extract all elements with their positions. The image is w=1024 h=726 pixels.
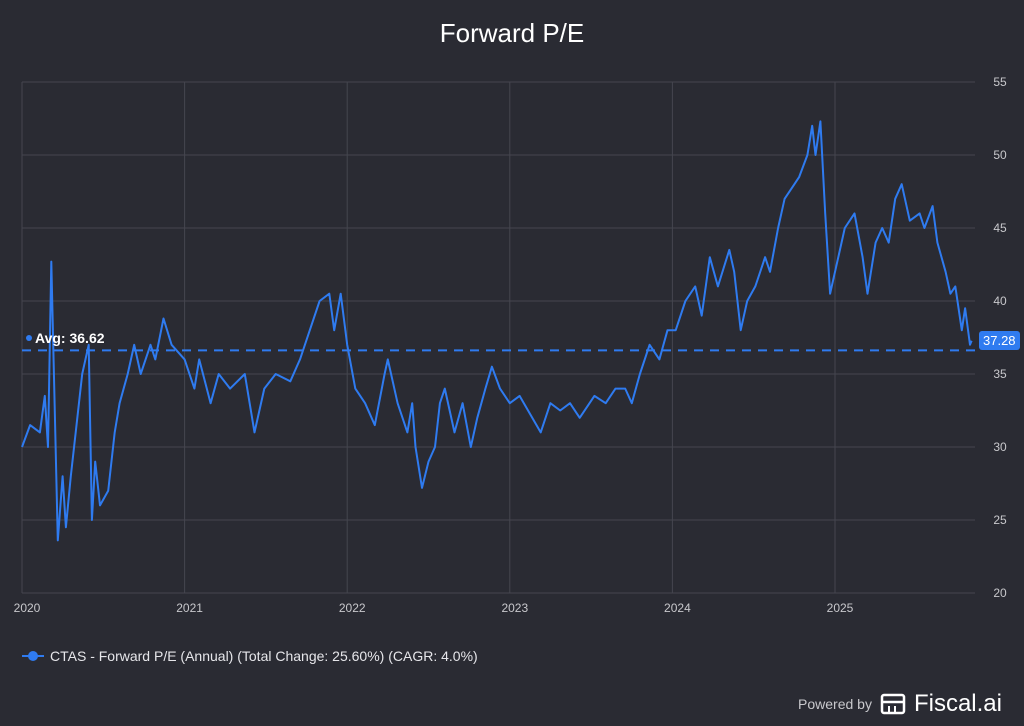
- y-tick-label: 55: [993, 75, 1007, 89]
- y-tick-label: 45: [993, 221, 1007, 235]
- legend-item[interactable]: CTAS - Forward P/E (Annual) (Total Chang…: [22, 648, 478, 664]
- legend-marker-icon: [22, 651, 44, 661]
- y-tick-label: 30: [993, 440, 1007, 454]
- y-tick-label: 50: [993, 148, 1007, 162]
- chart-title: Forward P/E: [439, 18, 585, 48]
- average-label: Avg: 36.62: [26, 330, 105, 346]
- footer: Powered by Fiscal.ai: [798, 690, 1002, 718]
- series-line-ctas: [21, 120, 973, 542]
- powered-by-text: Powered by: [798, 696, 872, 712]
- x-tick-label: 2023: [501, 601, 528, 615]
- average-text: Avg: 36.62: [35, 330, 105, 347]
- x-tick-label: 2025: [827, 601, 854, 615]
- legend-label: CTAS - Forward P/E (Annual) (Total Chang…: [50, 648, 478, 664]
- average-dot-icon: [26, 335, 32, 342]
- y-tick-label: 20: [993, 586, 1007, 600]
- x-tick-label: 2024: [664, 601, 691, 615]
- brand-name: Fiscal.ai: [913, 690, 1002, 717]
- x-tick-label: 2020: [14, 601, 41, 615]
- fiscal-logo-icon: [880, 693, 906, 715]
- y-tick-label: 25: [993, 513, 1007, 527]
- last-value-badge: 37.28: [979, 330, 1020, 350]
- y-tick-label: 40: [993, 294, 1007, 308]
- x-tick-label: 2022: [339, 601, 366, 615]
- x-tick-label: 2021: [176, 601, 203, 615]
- y-tick-label: 35: [993, 367, 1007, 381]
